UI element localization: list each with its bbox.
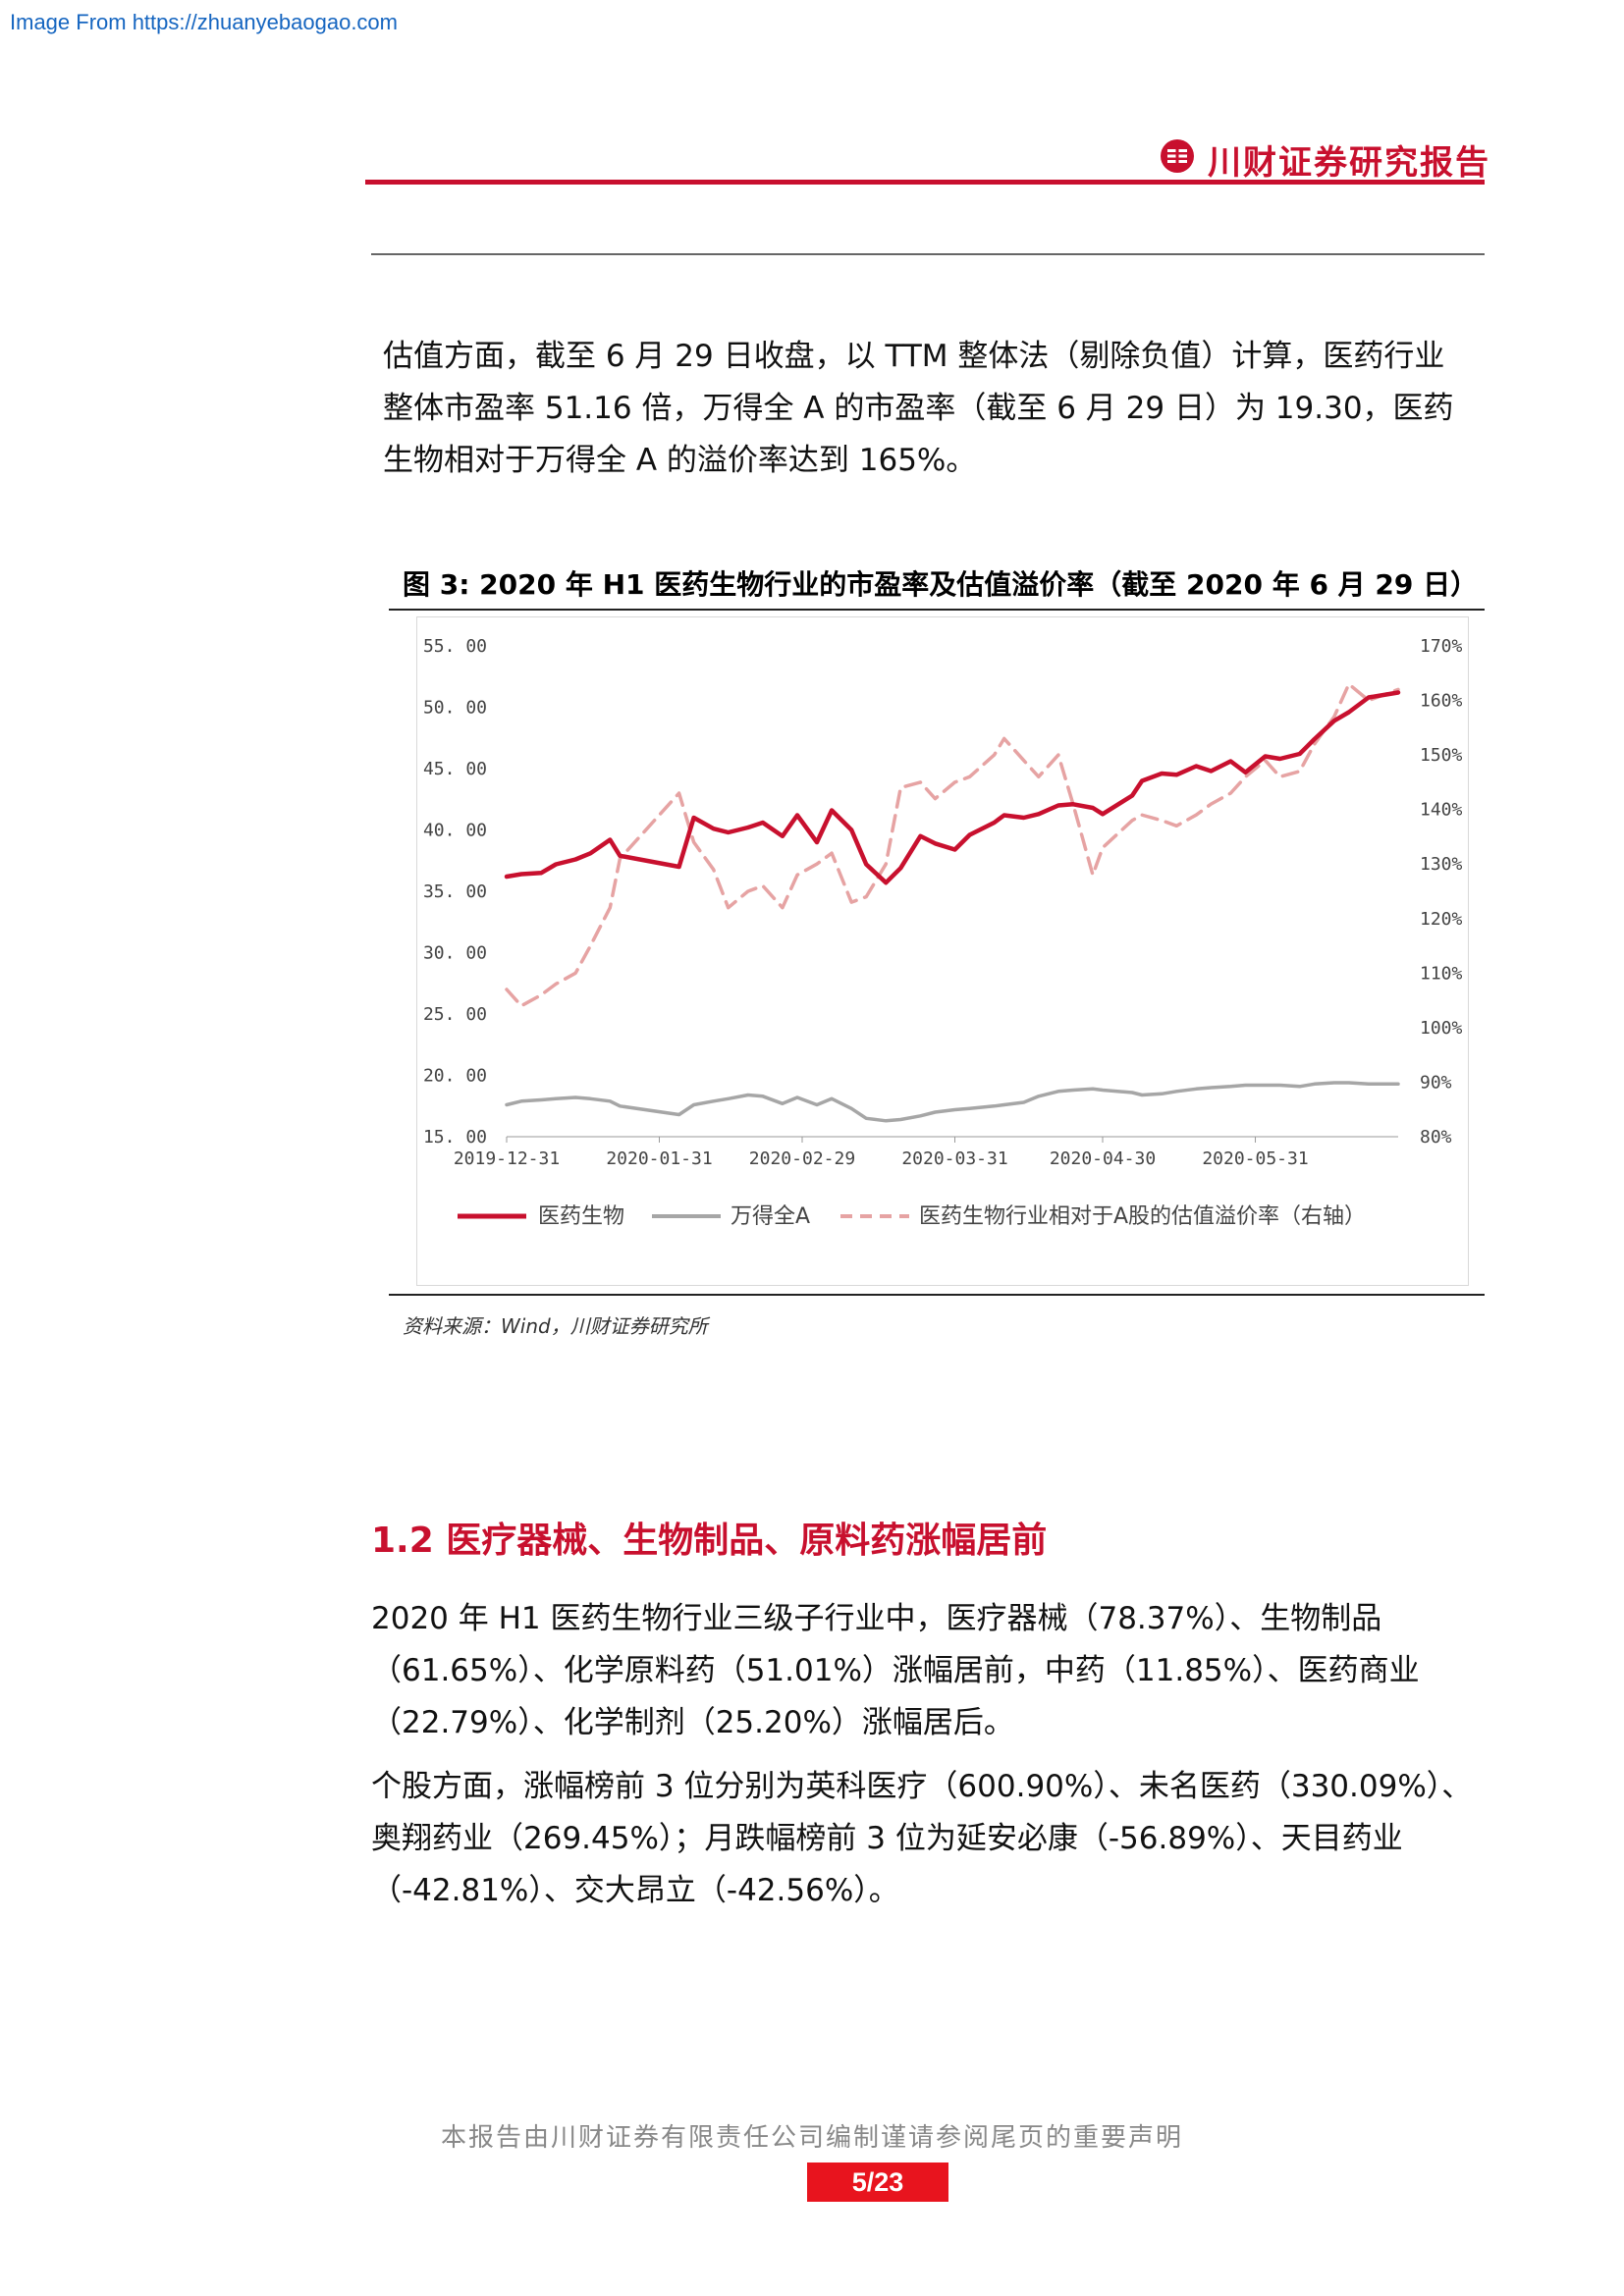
- watermark-text: Image From https://zhuanyebaogao.com: [10, 10, 398, 34]
- y-left-tick-label: 20. 00: [423, 1066, 487, 1087]
- y-left-tick-label: 25. 00: [423, 1004, 487, 1025]
- y-right-tick-label: 160%: [1420, 691, 1463, 712]
- y-right-tick-label: 90%: [1420, 1072, 1452, 1093]
- header-rule: [365, 180, 1485, 185]
- footer-disclaimer: 本报告由川财证券有限责任公司编制谨请参阅尾页的重要声明: [440, 2123, 1183, 2153]
- section-paragraph-2: 个股方面，涨幅榜前 3 位分别为英科医疗（600.90%）、未名医药（330.0…: [371, 1769, 1473, 1908]
- x-tick-label: 2020-05-31: [1202, 1148, 1308, 1169]
- y-left-tick-label: 45. 00: [423, 759, 487, 779]
- figure-title: 图 3: 2020 年 H1 医药生物行业的市盈率及估值溢价率（截至 2020 …: [403, 568, 1479, 601]
- y-right-tick-label: 110%: [1420, 963, 1463, 984]
- y-right-tick-label: 80%: [1420, 1127, 1452, 1148]
- y-right-tick-label: 120%: [1420, 909, 1463, 930]
- pe-valuation-chart: 2019-12-31 2020-01-31 2020-02-29 2020-03-31…: [423, 636, 1463, 1229]
- figure-rule-top: [389, 609, 1485, 611]
- figure-source: 资料来源：Wind，川财证券研究所: [403, 1314, 708, 1338]
- section-heading: 1.2 医疗器械、生物制品、原料药涨幅居前: [371, 1521, 1048, 1561]
- page-number: 5/23: [807, 2163, 948, 2202]
- divider: [371, 253, 1485, 255]
- y-right-tick-label: 150%: [1420, 745, 1463, 766]
- y-left-tick-label: 15. 00: [423, 1127, 487, 1148]
- legend-label-2: 医药生物行业相对于A股的估值溢价率（右轴）: [919, 1204, 1366, 1229]
- x-tick-label: 2020-04-30: [1050, 1148, 1156, 1169]
- x-tick-label: 2020-02-29: [749, 1148, 855, 1169]
- y-right-tick-label: 100%: [1420, 1018, 1463, 1039]
- chart-frame: [416, 616, 1469, 1286]
- series-line-1: [505, 1081, 1400, 1123]
- brand-header: 川财证券研究报告: [1159, 135, 1489, 183]
- figure-rule-bottom: [389, 1294, 1485, 1296]
- x-tick-label: 2020-03-31: [901, 1148, 1007, 1169]
- y-right-tick-label: 140%: [1420, 800, 1463, 821]
- brand-logo-icon: [1161, 139, 1194, 173]
- series-line-2: [505, 682, 1400, 1008]
- y-left-tick-label: 35. 00: [423, 881, 487, 902]
- y-right-tick-label: 170%: [1420, 636, 1463, 657]
- y-left-tick-label: 40. 00: [423, 821, 487, 841]
- intro-paragraph: 估值方面，截至 6 月 29 日收盘，以 TTM 整体法（剔除负值）计算，医药行…: [383, 339, 1454, 478]
- x-tick-label: 2019-12-31: [454, 1148, 560, 1169]
- legend-label-0: 医药生物: [538, 1204, 624, 1229]
- y-left-tick-label: 55. 00: [423, 636, 487, 657]
- y-right-tick-label: 130%: [1420, 854, 1463, 875]
- y-left-tick-label: 50. 00: [423, 698, 487, 719]
- legend-label-1: 万得全A: [731, 1204, 810, 1229]
- y-left-tick-label: 30. 00: [423, 943, 487, 964]
- brand-name: 川财证券研究报告: [1208, 143, 1490, 183]
- x-tick-label: 2020-01-31: [606, 1148, 712, 1169]
- section-paragraph-1: 2020 年 H1 医药生物行业三级子行业中，医疗器械（78.37%）、生物制品…: [371, 1601, 1420, 1740]
- series-line-0: [504, 690, 1401, 885]
